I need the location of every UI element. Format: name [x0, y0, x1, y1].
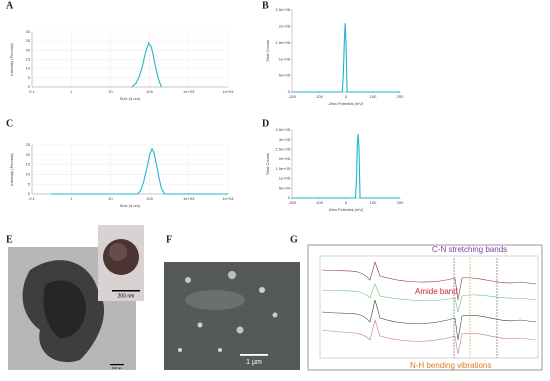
y-axis-label: Intensity (Percent) — [9, 153, 14, 186]
y-tick-label: 2e+06 — [279, 23, 291, 28]
x-tick-label: 1e+03 — [183, 196, 195, 201]
x-tick-label: 1 — [70, 196, 73, 201]
y-tick-label: 0 — [28, 191, 31, 196]
panel-label: C — [6, 118, 13, 129]
x-tick-label: 100 — [146, 89, 153, 94]
y-tick-label: 3e+05 — [279, 137, 291, 142]
x-tick-label: 1 — [70, 89, 73, 94]
scale-bar-label: 200 nm — [118, 293, 135, 299]
x-axis-label: Size (d.nm) — [120, 203, 141, 208]
x-tick-label: 100 — [370, 94, 377, 99]
y-tick-label: 5e+05 — [279, 73, 291, 78]
tem-image: E 200 nm 100 nm — [6, 225, 144, 370]
x-tick-label: -200 — [288, 200, 297, 205]
x-axis-label: Zeta Potential (mV) — [329, 101, 364, 106]
y-tick-label: 5e+04 — [279, 185, 291, 190]
scale-bar-label: 1 μm — [246, 359, 262, 366]
y-tick-label: 15 — [26, 162, 31, 167]
y-tick-label: 0 — [28, 84, 31, 89]
x-tick-label: 1e+03 — [183, 89, 195, 94]
y-tick-label: 3.5e+05 — [275, 127, 290, 132]
y-tick-label: 0 — [288, 89, 291, 94]
scale-bar-label: 100 nm — [112, 366, 123, 370]
x-tick-label: 100 — [146, 196, 153, 201]
x-axis-label: Zeta Potential (mV) — [329, 207, 364, 212]
y-tick-label: 20 — [26, 47, 31, 52]
x-axis-label: Size (d.nm) — [120, 96, 141, 101]
panel-label: G — [290, 234, 298, 245]
x-tick-label: -100 — [315, 200, 324, 205]
y-tick-label: 1e+05 — [279, 176, 291, 181]
panel-label: F — [166, 234, 172, 245]
panel-label: E — [6, 234, 13, 245]
y-tick-label: 30 — [26, 29, 31, 34]
annotation: C-N stretching bands — [432, 245, 507, 254]
data-line — [50, 147, 228, 195]
y-tick-label: 20 — [26, 152, 31, 157]
y-tick-label: 2.5e+06 — [275, 7, 290, 12]
ftir-panel: G C-N stretching bands Amide band N-H be… — [290, 234, 543, 371]
annotation: N-H bending vibrations — [410, 361, 491, 370]
y-tick-label: 5 — [28, 75, 31, 80]
y-tick-label: 2.5e+05 — [275, 146, 290, 151]
x-tick-label: 1e+04 — [222, 89, 234, 94]
y-tick-label: 1.5e+05 — [275, 166, 290, 171]
y-tick-label: 0 — [288, 195, 291, 200]
sem-image: F 1 μm — [164, 234, 300, 370]
panel-label: A — [6, 0, 14, 11]
x-tick-label: 1e+04 — [222, 196, 234, 201]
panel-label: B — [262, 0, 269, 11]
y-tick-label: 10 — [26, 171, 31, 176]
y-tick-label: 25 — [26, 142, 31, 147]
y-tick-label: 1e+06 — [279, 56, 291, 61]
data-line — [292, 133, 400, 199]
x-tick-label: -100 — [315, 94, 324, 99]
x-tick-label: 0.1 — [29, 89, 35, 94]
y-tick-label: 5 — [28, 181, 31, 186]
x-tick-label: 200 — [397, 200, 404, 205]
y-axis-label: Intensity (Percent) — [9, 43, 14, 76]
data-line — [131, 41, 162, 88]
y-tick-label: 1.5e+06 — [275, 40, 290, 45]
y-axis-label: Total Counts — [265, 40, 270, 62]
x-tick-label: 10 — [108, 196, 113, 201]
x-tick-label: -200 — [288, 94, 297, 99]
data-line — [292, 23, 400, 93]
x-tick-label: 0.1 — [29, 196, 35, 201]
y-tick-label: 15 — [26, 57, 31, 62]
x-tick-label: 0 — [345, 200, 348, 205]
y-tick-label: 10 — [26, 66, 31, 71]
y-tick-label: 2e+05 — [279, 156, 291, 161]
x-tick-label: 200 — [397, 94, 404, 99]
x-tick-label: 100 — [370, 200, 377, 205]
x-tick-label: 0 — [345, 94, 348, 99]
y-tick-label: 25 — [26, 38, 31, 43]
panel-label: D — [262, 118, 269, 129]
y-axis-label: Total Counts — [265, 153, 270, 175]
annotation: Amide band — [415, 287, 458, 296]
x-tick-label: 10 — [108, 89, 113, 94]
